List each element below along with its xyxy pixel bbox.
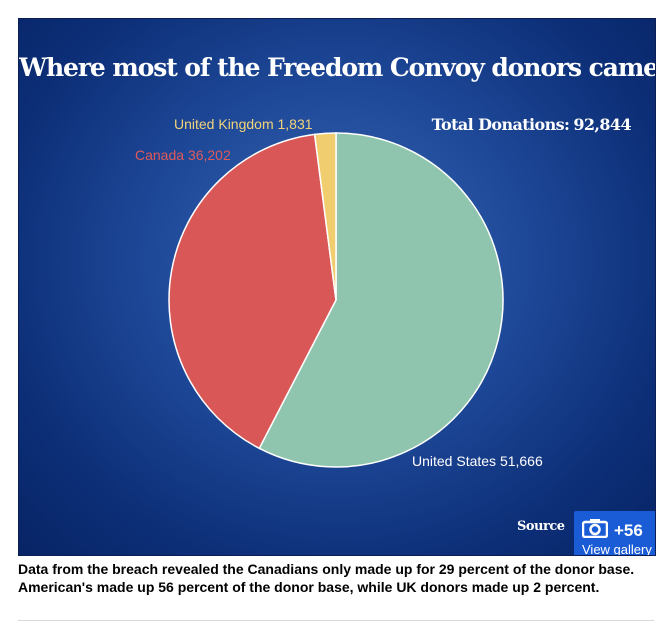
gallery-count-row: +56 [581,518,643,543]
pie-slice-canada [168,133,337,450]
total-donations-value: 92,844 [573,115,631,134]
total-donations-label: Total Donations: [431,115,570,134]
source-label: Source [517,519,565,534]
camera-icon [581,518,609,543]
image-caption: Data from the breach revealed the Canadi… [18,561,635,595]
chart-title: Where most of the Freedom Convoy donors … [19,53,656,82]
chart-figure: Where most of the Freedom Convoy donors … [18,18,656,556]
total-donations: Total Donations: 92,844 [431,115,632,134]
pie-slice-united-kingdom [313,132,337,301]
pie-slice-united-states [258,132,504,468]
caption-divider [18,620,654,621]
slice-label-canada: Canada 36,202 [135,147,231,163]
gallery-count: +56 [614,520,643,540]
pie-chart: United States 51,666 Canada 36,202 United … [135,116,543,469]
gallery-label: View gallery [582,542,652,556]
slice-label-united-states: United States 51,666 [412,453,543,469]
slice-label-united-kingdom: United Kingdom 1,831 [174,116,313,132]
view-gallery-button[interactable]: +56 View gallery [574,511,655,556]
